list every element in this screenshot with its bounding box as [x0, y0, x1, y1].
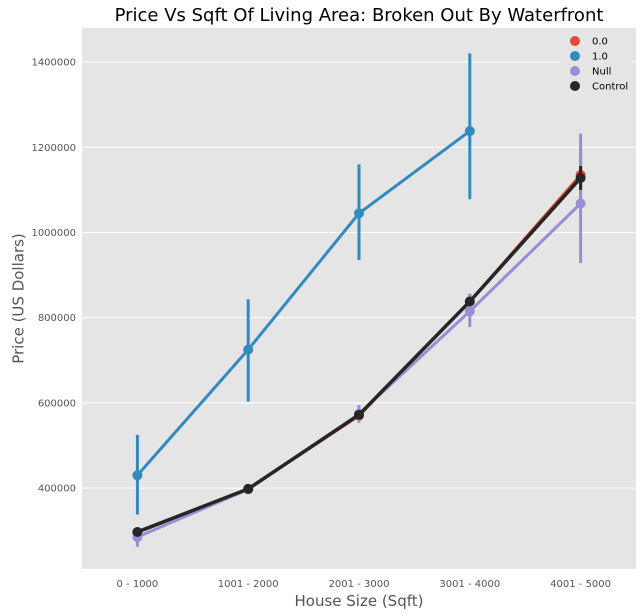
y-tick-label: 800000 [38, 313, 76, 324]
series-line [136, 129, 471, 477]
x-axis-ticks: 0 - 1000 1001 - 2000 2001 - 3000 3001 - 400… [117, 579, 612, 590]
legend-item: 1.0 [570, 51, 608, 63]
legend-label: Control [592, 82, 628, 93]
chart-title: Price Vs Sqft Of Living Area: Broken Out… [115, 5, 604, 26]
x-tick-label: 1001 - 2000 [218, 579, 279, 590]
legend-label: 1.0 [592, 52, 608, 63]
series-1-0 [132, 53, 475, 515]
legend-item: 0.0 [570, 36, 608, 48]
legend-item: Control [570, 81, 628, 93]
legend-item: Null [570, 66, 611, 78]
x-tick-label: 0 - 1000 [117, 579, 159, 590]
data-point [132, 470, 143, 481]
legend-marker [570, 36, 580, 46]
series-layer [132, 53, 586, 547]
data-point [354, 409, 364, 420]
data-point [464, 126, 475, 137]
x-tick-label: 4001 - 5000 [550, 579, 611, 590]
legend-label: Null [592, 67, 611, 78]
x-axis-label: House Size (Sqft) [295, 592, 424, 610]
legend-label: 0.0 [592, 37, 608, 48]
data-point [243, 344, 254, 355]
x-tick-label: 3001 - 4000 [439, 579, 500, 590]
y-tick-label: 1400000 [31, 58, 76, 69]
data-point [132, 526, 143, 537]
legend: 0.0 1.0 Null Control [560, 30, 632, 96]
data-point [575, 198, 586, 209]
data-point [464, 306, 475, 317]
legend-marker [570, 51, 580, 61]
data-point [464, 296, 475, 307]
y-tick-label: 1200000 [31, 143, 76, 154]
data-point [354, 208, 364, 219]
y-axis-ticks: 400000 600000 800000 1000000 1200000 1400000 [31, 58, 76, 495]
series-control [132, 166, 586, 537]
y-axis-label: Price (US Dollars) [9, 233, 27, 364]
plot-background [82, 28, 636, 569]
data-point [575, 172, 586, 183]
y-tick-label: 600000 [38, 398, 76, 409]
legend-marker [570, 66, 580, 76]
y-tick-label: 400000 [38, 484, 76, 495]
y-tick-label: 1000000 [31, 228, 76, 239]
legend-marker [570, 81, 580, 91]
data-point [243, 483, 254, 494]
x-tick-label: 2001 - 3000 [329, 579, 390, 590]
